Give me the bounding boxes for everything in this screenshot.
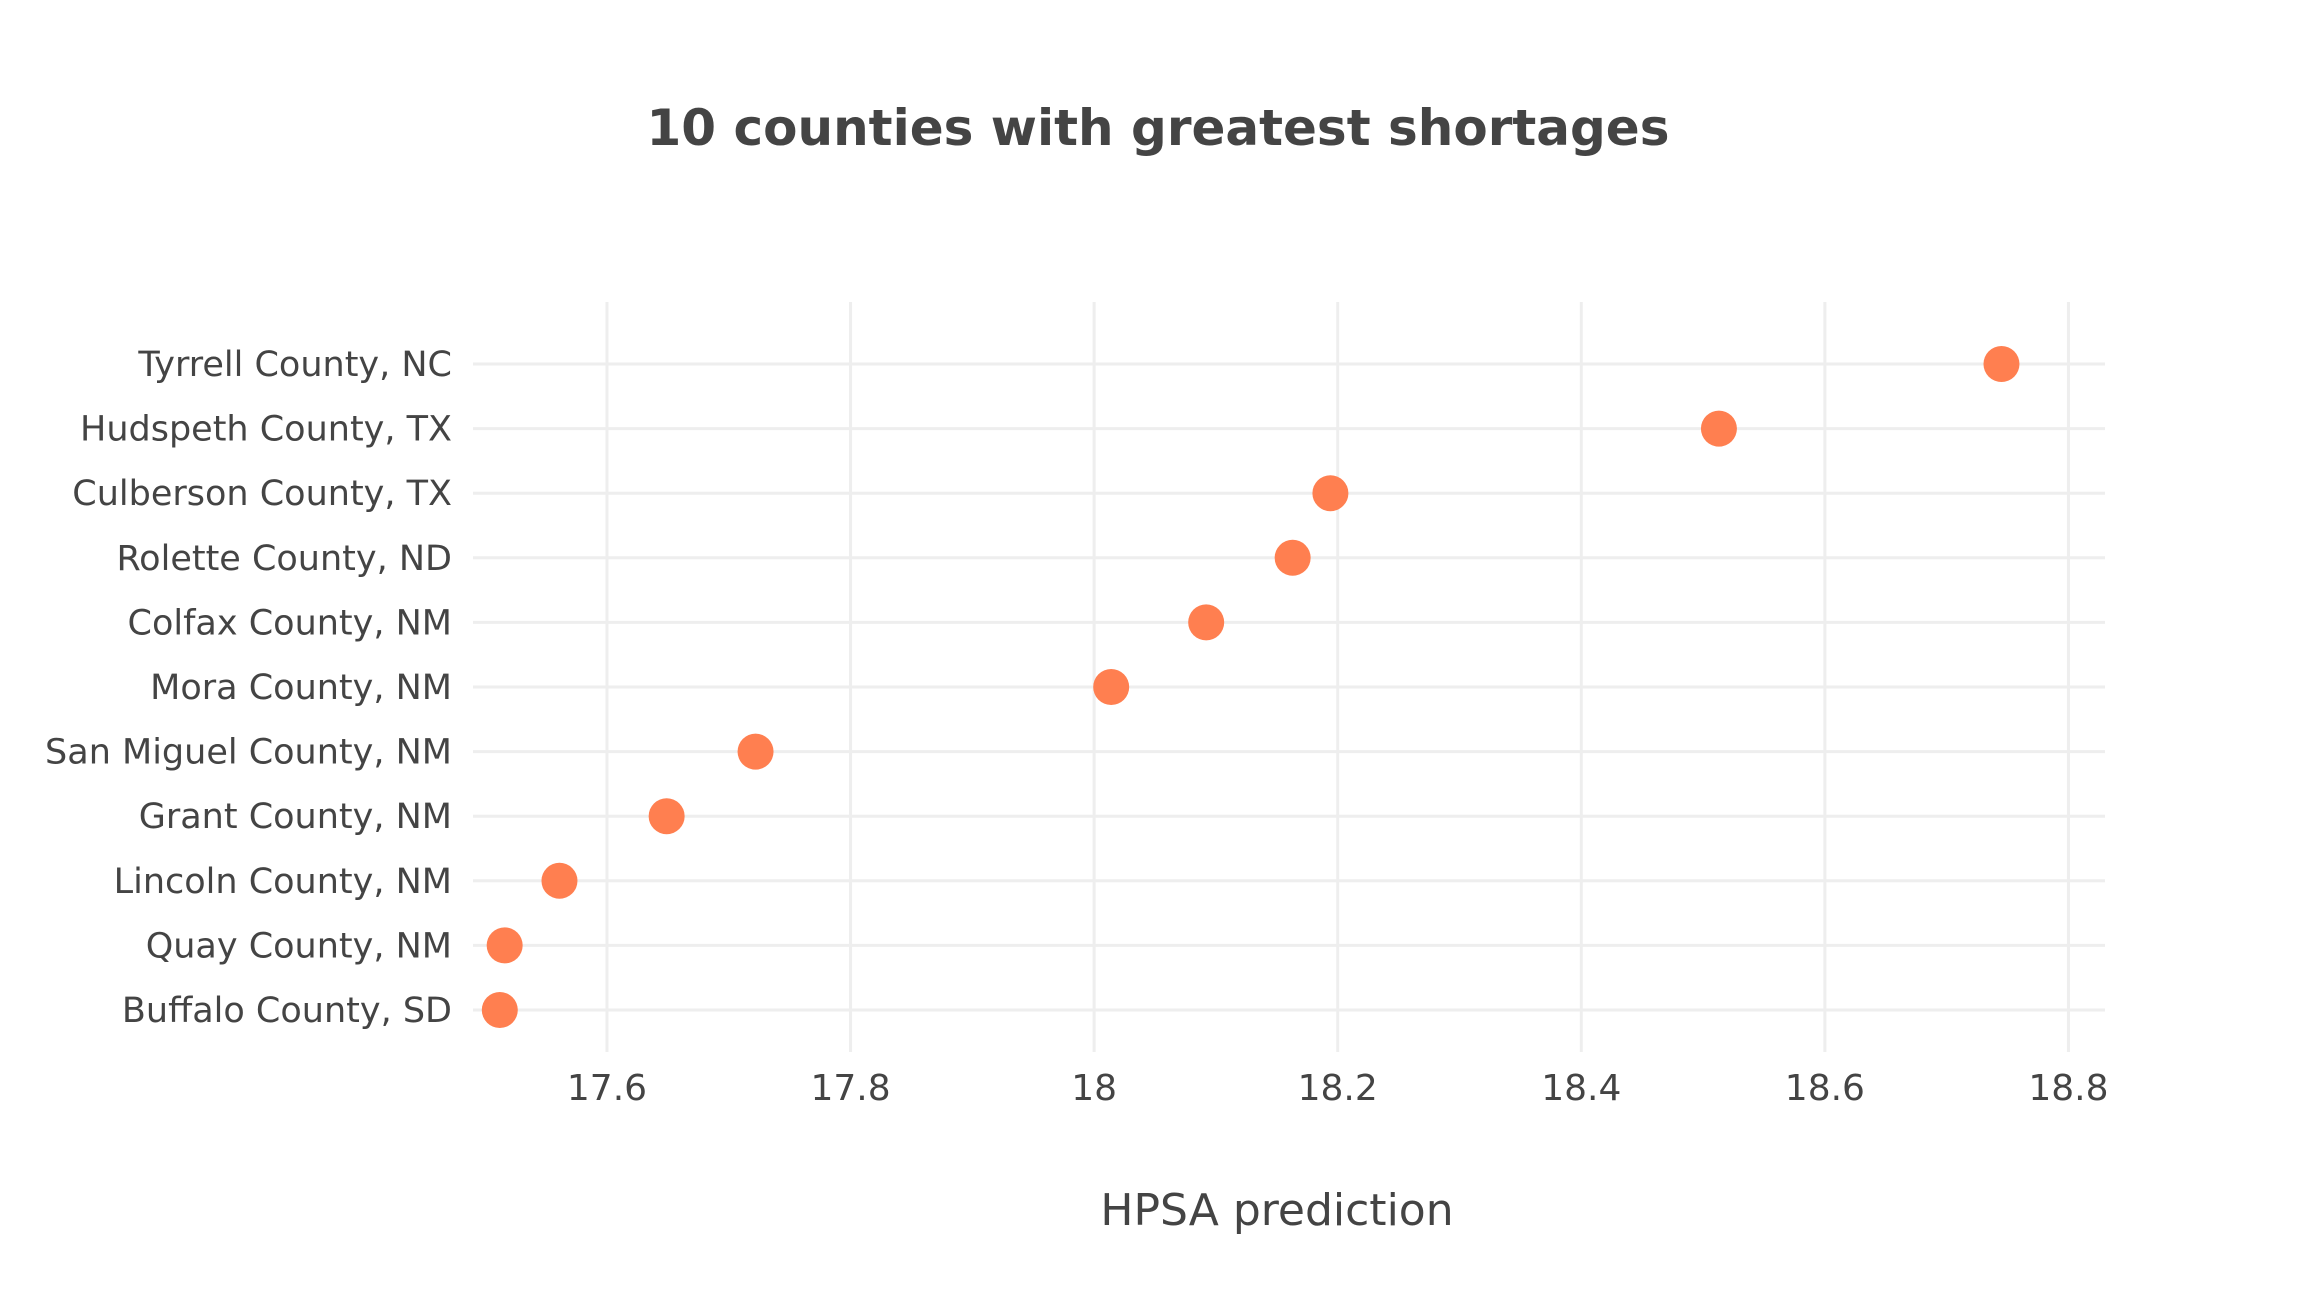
data-points — [481, 346, 2020, 1028]
x-tick-label: 18 — [1071, 1068, 1117, 1109]
x-tick-label: 18.4 — [1541, 1068, 1621, 1109]
y-tick-label: Rolette County, ND — [116, 539, 452, 579]
data-point[interactable] — [648, 798, 685, 835]
y-tick-label: San Miguel County, NM — [45, 733, 452, 773]
y-tick-label: Grant County, NM — [139, 797, 452, 837]
y-tick-label: Quay County, NM — [146, 926, 452, 966]
data-point[interactable] — [1274, 539, 1311, 576]
data-point[interactable] — [481, 992, 518, 1028]
y-tick-label: Buffalo County, SD — [122, 991, 452, 1031]
x-axis-title: HPSA prediction — [1100, 1185, 1453, 1236]
data-point[interactable] — [1188, 604, 1225, 641]
data-point[interactable] — [486, 927, 523, 964]
x-tick-label: 17.8 — [810, 1068, 890, 1109]
data-point[interactable] — [541, 862, 578, 899]
y-tick-label: Mora County, NM — [150, 668, 452, 708]
x-tick-label: 18.8 — [2028, 1068, 2108, 1109]
data-point[interactable] — [1312, 475, 1349, 512]
x-tick-label: 18.2 — [1298, 1068, 1378, 1109]
data-point[interactable] — [1700, 410, 1737, 447]
data-point[interactable] — [1093, 669, 1130, 705]
y-tick-label: Lincoln County, NM — [114, 862, 452, 902]
y-tick-label: Culberson County, TX — [72, 474, 452, 514]
y-tick-label: Hudspeth County, TX — [80, 410, 452, 450]
data-point[interactable] — [1983, 346, 2020, 382]
x-tick-label: 18.6 — [1785, 1068, 1865, 1109]
y-axis-labels: Tyrrell County, NC Hudspeth County, TX Cul… — [45, 345, 452, 1031]
chart-title: 10 counties with greatest shortages — [646, 99, 1670, 157]
y-tick-label: Tyrrell County, NC — [137, 345, 452, 385]
x-tick-label: 17.6 — [567, 1068, 647, 1109]
x-axis-tick-labels: 17.6 17.8 18 18.2 18.4 18.6 18.8 — [567, 1068, 2109, 1109]
grid-lines — [473, 302, 2105, 1052]
data-point[interactable] — [737, 733, 774, 770]
y-tick-label: Colfax County, NM — [128, 603, 452, 643]
